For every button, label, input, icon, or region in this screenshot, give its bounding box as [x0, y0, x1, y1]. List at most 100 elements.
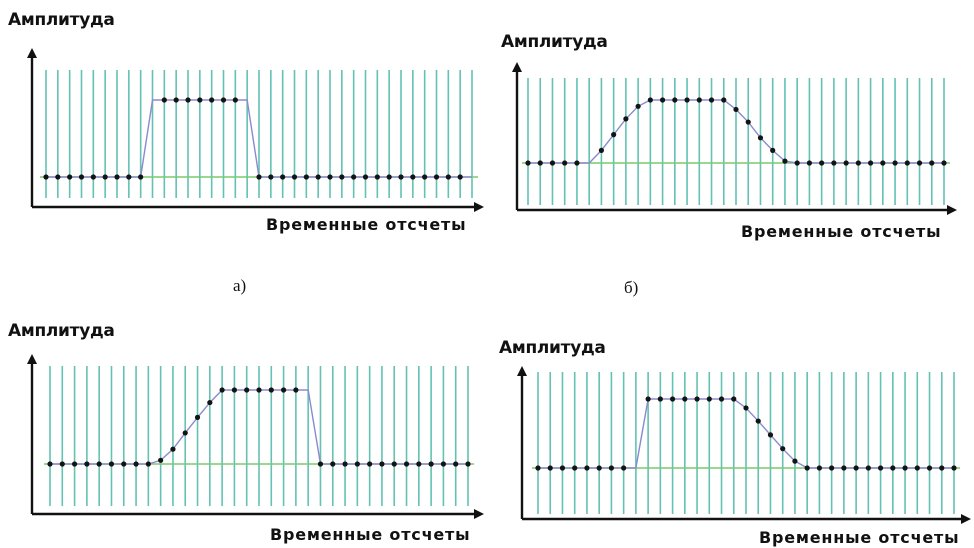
sample-point: [280, 387, 287, 393]
sample-point: [386, 174, 392, 180]
sample-point: [782, 158, 788, 164]
sample-point: [330, 461, 336, 467]
sample-point: [453, 461, 459, 467]
sample-point: [816, 465, 823, 471]
sample-point: [794, 160, 800, 166]
sample-point: [231, 387, 238, 393]
sample-point: [398, 174, 404, 180]
sample-point: [819, 160, 825, 166]
sample-point: [342, 461, 348, 467]
sample-point: [853, 465, 859, 471]
sample-point: [621, 465, 627, 471]
sample-point: [108, 461, 115, 467]
sample-point: [780, 446, 786, 452]
sample-point: [293, 387, 299, 393]
sample-point: [317, 461, 324, 467]
sample-point: [445, 174, 451, 180]
sample-point: [855, 160, 861, 166]
sample-point: [47, 461, 53, 467]
sample-point: [256, 174, 262, 180]
sample-point: [465, 461, 471, 467]
x-axis-label: Временные отсчеты: [741, 222, 942, 241]
panel-c: Амплитуда Временные отсчеты: [0, 274, 487, 548]
sample-point: [659, 97, 666, 103]
sample-point: [374, 174, 380, 180]
sample-point: [951, 465, 957, 471]
sample-point: [755, 418, 761, 424]
y-axis-arrow: [512, 62, 522, 72]
panel-b: Амплитуда Временные отсчеты б): [487, 0, 974, 297]
sample-point: [90, 174, 96, 180]
sample-point: [731, 396, 737, 402]
sample-point: [185, 97, 191, 103]
sample-point: [55, 174, 61, 180]
sample-point: [672, 97, 678, 103]
sample-point: [78, 174, 85, 180]
plot-a: [27, 48, 484, 212]
sample-point: [929, 160, 935, 166]
sample-point: [268, 174, 274, 180]
sample-point: [114, 174, 120, 180]
sample-point: [596, 465, 602, 471]
caption-a: а): [233, 276, 247, 295]
y-axis-arrow: [27, 48, 37, 58]
sample-point: [351, 174, 357, 180]
sample-point: [584, 465, 590, 471]
plot-c: [27, 354, 484, 519]
sample-point: [757, 135, 764, 141]
sample-point: [645, 396, 651, 402]
sample-point: [902, 465, 908, 471]
sample-point: [535, 465, 541, 471]
y-axis-label: Амплитуда: [8, 10, 115, 30]
sample-point: [367, 461, 373, 467]
sample-point: [379, 461, 385, 467]
sample-point: [608, 465, 615, 471]
sample-point: [743, 405, 749, 411]
sample-point: [207, 399, 213, 406]
sample-point: [268, 387, 274, 393]
sample-point: [232, 97, 238, 103]
sample-point: [611, 132, 617, 138]
sample-point: [721, 97, 727, 103]
sample-point: [804, 465, 810, 471]
sample-point: [941, 160, 947, 166]
sample-point: [121, 461, 127, 467]
x-axis-label: Временные отсчеты: [266, 215, 467, 234]
sample-point: [194, 414, 201, 420]
sample-point: [890, 465, 896, 471]
sample-point: [96, 461, 102, 467]
sample-point: [416, 461, 422, 467]
sample-point: [138, 174, 144, 180]
sample-point: [362, 174, 369, 180]
sample-point: [892, 160, 898, 166]
sample-point: [669, 396, 676, 402]
sample-point: [537, 160, 543, 166]
sample-point: [173, 97, 179, 103]
sample-point: [133, 461, 139, 467]
sample-point: [572, 465, 578, 471]
plot-d: [517, 366, 971, 524]
sample-point: [865, 465, 871, 471]
sample-point: [170, 446, 176, 452]
sample-point: [126, 174, 132, 180]
sample-point: [623, 116, 629, 122]
y-axis-label: Амплитуда: [499, 338, 606, 358]
x-axis-arrow: [961, 514, 971, 524]
sample-point: [914, 465, 920, 471]
sample-point: [84, 461, 90, 467]
sample-point: [916, 160, 923, 166]
sample-point: [410, 174, 416, 180]
sample-point: [682, 396, 688, 402]
sample-point: [327, 174, 333, 180]
sample-point: [831, 160, 837, 166]
sample-point: [161, 97, 167, 103]
sample-point: [67, 174, 73, 180]
sample-point: [244, 387, 250, 393]
y-axis-label: Амплитуда: [501, 32, 608, 52]
sample-point: [43, 174, 49, 180]
sample-point: [635, 103, 641, 109]
sample-point: [647, 97, 653, 103]
sample-point: [440, 461, 447, 467]
sample-point: [843, 160, 849, 166]
sample-point: [549, 160, 556, 166]
